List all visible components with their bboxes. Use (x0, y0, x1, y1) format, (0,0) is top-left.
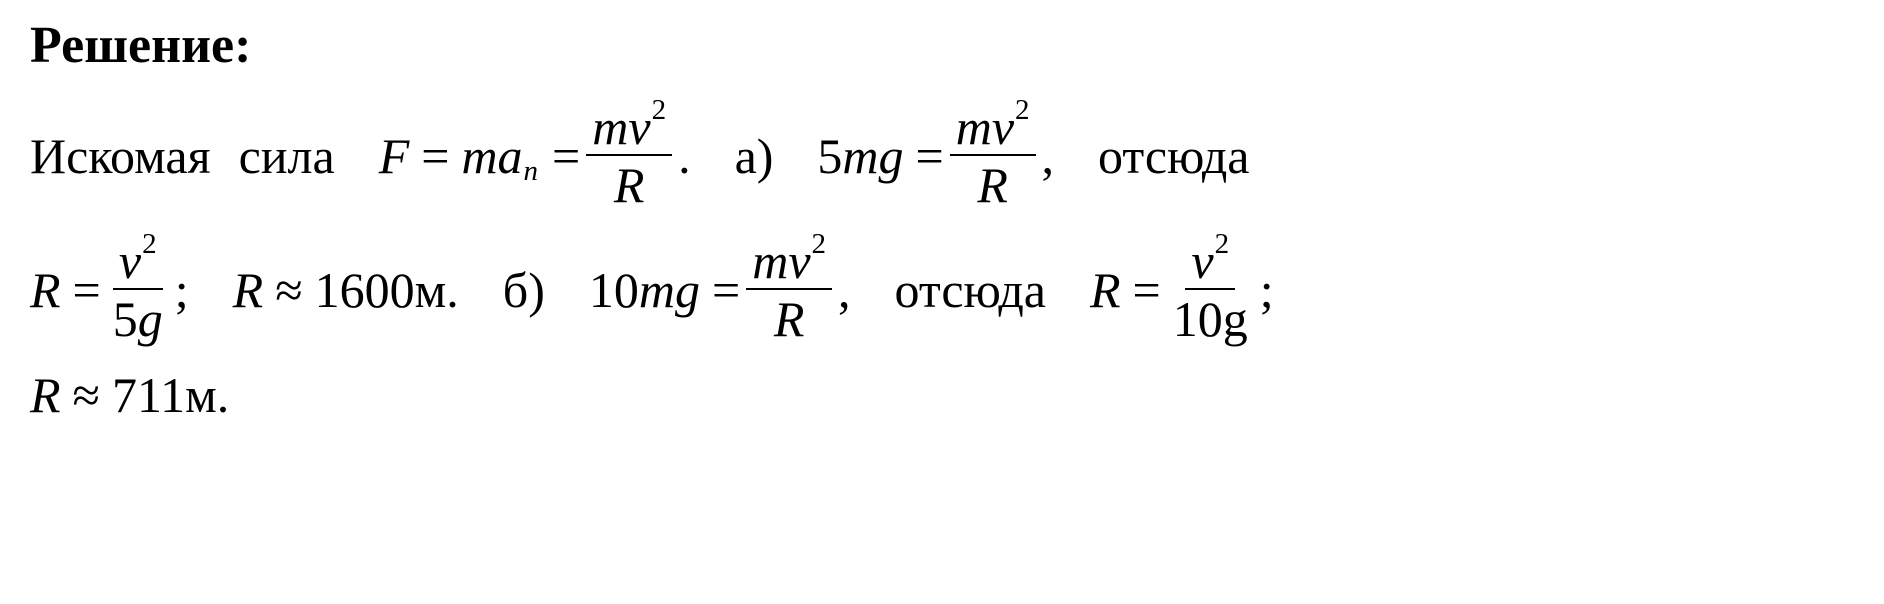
fraction: v 2 10 g (1167, 236, 1254, 344)
num-10: 10 (589, 265, 639, 315)
num-5: 5 (817, 131, 842, 181)
approx: ≈ (275, 265, 302, 315)
var-g: g (138, 294, 163, 344)
var-g: g (879, 131, 904, 181)
equals: = (712, 265, 740, 315)
var-v: v (1191, 236, 1213, 286)
value: 711 (112, 370, 185, 420)
var-v: v (119, 236, 141, 286)
superscript-2: 2 (1215, 230, 1230, 259)
num-5: 5 (113, 294, 138, 344)
var-m: m (461, 131, 497, 181)
subscript-n: n (524, 157, 539, 186)
word: отсюда (1098, 131, 1249, 181)
value: 1600 (315, 265, 415, 315)
superscript-2: 2 (142, 230, 157, 259)
word: отсюда (895, 265, 1046, 315)
equals: = (73, 265, 101, 315)
fraction: v 2 5 g (107, 236, 169, 344)
var-R: R (30, 265, 61, 315)
var-v: v (992, 102, 1014, 152)
superscript-2: 2 (652, 96, 667, 125)
comma: , (1042, 131, 1055, 181)
var-v: v (628, 102, 650, 152)
equals: = (916, 131, 944, 181)
solution-heading: Решение: (30, 20, 1854, 72)
solution-body: Искомая сила F = m a n = m v 2 R . а) 5 … (30, 102, 1854, 420)
var-R: R (774, 294, 805, 344)
semicolon: ; (175, 265, 189, 315)
superscript-2: 2 (812, 230, 827, 259)
fraction: m v 2 R (586, 102, 672, 210)
var-a: a (498, 131, 523, 181)
fraction: m v 2 R (950, 102, 1036, 210)
equals: = (421, 131, 449, 181)
var-R: R (977, 160, 1008, 210)
dot: . (678, 131, 691, 181)
superscript-2: 2 (1015, 96, 1030, 125)
var-R: R (30, 370, 61, 420)
line-2: R = v 2 5 g ; R ≈ 1600 м. б) 10 m g = (30, 236, 1854, 344)
fraction: m v 2 R (746, 236, 832, 344)
var-g: g (1223, 294, 1248, 344)
var-m: m (639, 265, 675, 315)
semicolon: ; (1260, 265, 1274, 315)
var-v: v (788, 236, 810, 286)
var-m: m (592, 102, 628, 152)
var-R: R (614, 160, 645, 210)
var-R: R (1090, 265, 1121, 315)
num-10: 10 (1173, 294, 1223, 344)
case-b-label: б) (503, 265, 545, 315)
equals: = (552, 131, 580, 181)
var-m: m (842, 131, 878, 181)
var-m: m (956, 102, 992, 152)
var-F: F (379, 131, 410, 181)
unit-m: м. (415, 265, 459, 315)
unit-m: м. (185, 370, 229, 420)
line-3: R ≈ 711 м. (30, 370, 1854, 420)
line-1: Искомая сила F = m a n = m v 2 R . а) 5 … (30, 102, 1854, 210)
case-a-label: а) (735, 131, 774, 181)
var-R: R (233, 265, 264, 315)
equals: = (1133, 265, 1161, 315)
comma: , (838, 265, 851, 315)
approx: ≈ (73, 370, 100, 420)
var-m: m (752, 236, 788, 286)
word: сила (239, 131, 335, 181)
word: Искомая (30, 131, 211, 181)
var-g: g (675, 265, 700, 315)
